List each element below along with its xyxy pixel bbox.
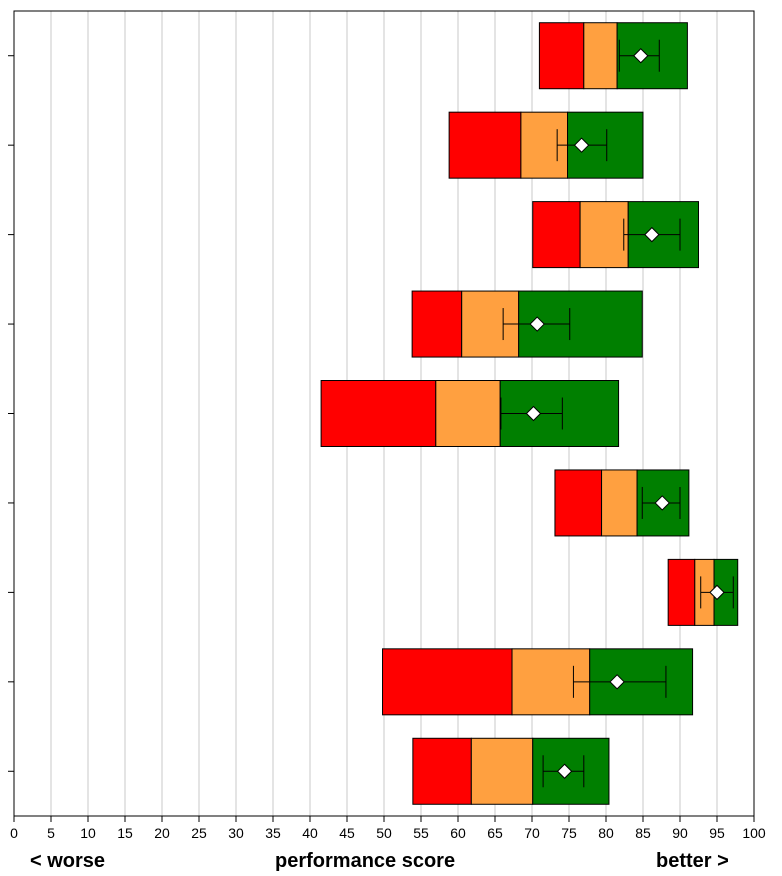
x-tick-label: 40	[302, 825, 318, 841]
mean-marker	[556, 763, 573, 779]
axis-title: performance score	[275, 850, 456, 872]
bar-row	[554, 469, 690, 537]
bar-segment-low	[667, 558, 696, 626]
x-tick-label: 10	[80, 825, 96, 841]
mean-marker	[529, 316, 545, 332]
bar-segment-mid	[601, 469, 638, 537]
bar-segment-low	[412, 737, 472, 805]
x-tick-label: 70	[524, 825, 540, 841]
x-tick-label: 55	[413, 825, 429, 841]
mean-marker	[644, 226, 660, 243]
x-tick-label: 25	[191, 825, 207, 841]
x-tick-label: 30	[228, 825, 244, 841]
bar-segment-low	[538, 22, 585, 90]
x-tick-label: 0	[10, 825, 18, 841]
x-tick-label: 80	[598, 825, 614, 841]
x-tick-label: 100	[742, 825, 766, 841]
x-tick-label: 50	[376, 825, 392, 841]
bar-segment-low	[532, 201, 581, 269]
x-tick-label: 60	[450, 825, 466, 841]
bar-segment-mid	[583, 22, 618, 90]
x-tick-label: 90	[672, 825, 688, 841]
bar-segment-low	[448, 111, 522, 179]
x-tick-label: 75	[561, 825, 577, 841]
bar-segment-mid	[579, 201, 629, 269]
bar-row	[320, 380, 620, 447]
bar-row	[448, 111, 644, 179]
better-label: better >	[656, 850, 729, 872]
bar-row	[538, 22, 688, 90]
mean-marker	[654, 495, 670, 511]
mean-marker	[525, 405, 542, 422]
bar-segment-low	[554, 469, 603, 537]
bar-segment-low	[411, 290, 463, 358]
chart: 0 5 10 15 20 25 30 35 40 45 50 55 60 65 70 75 80 85 90 95 10…	[8, 10, 766, 841]
x-tick-label: 95	[709, 825, 725, 841]
x-tick-label: 20	[154, 825, 170, 841]
bar-rows	[320, 22, 739, 805]
x-tick-label: 5	[47, 825, 55, 841]
mean-marker	[633, 48, 649, 64]
bar-row	[411, 290, 643, 358]
bar-row	[412, 737, 610, 805]
bar-row	[532, 201, 700, 269]
mean-marker	[609, 674, 625, 690]
y-ticks	[8, 55, 14, 772]
x-tick-label: 65	[487, 825, 503, 841]
bar-segment-mid	[470, 737, 534, 805]
worse-label: < worse	[30, 850, 106, 872]
x-tick-label: 15	[117, 825, 133, 841]
x-tick-label: 85	[635, 825, 651, 841]
bar-row	[667, 558, 739, 626]
x-axis: 0 5 10 15 20 25 30 35 40 45 50 55 60 65 70 75 80 85 90 95 10…	[10, 816, 766, 841]
bar-segment-low	[382, 648, 513, 716]
bar-row	[382, 648, 694, 716]
mean-marker	[573, 137, 590, 153]
bar-segment-low	[320, 380, 437, 447]
bar-segment-mid	[435, 380, 501, 447]
x-tick-label: 45	[339, 825, 355, 841]
x-tick-label: 35	[265, 825, 281, 841]
mean-marker	[709, 584, 725, 601]
